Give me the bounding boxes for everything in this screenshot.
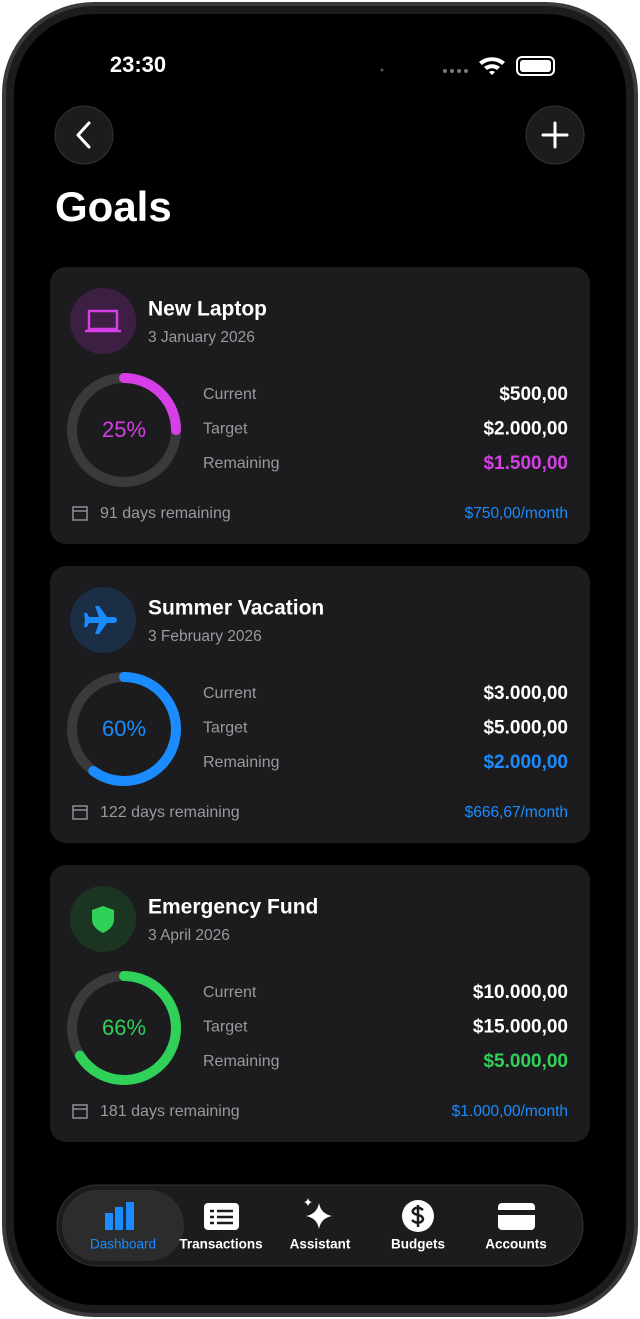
tab-bar — [56, 1184, 584, 1267]
tab-label: Accounts — [485, 1237, 547, 1252]
laptop-icon — [85, 309, 121, 333]
tab-label: Budgets — [391, 1237, 445, 1252]
amount-label: Target — [203, 421, 248, 438]
goal-date: 3 January 2026 — [148, 329, 255, 346]
tab-items: Dashboard Transactions Assistant Budgets Acc… — [62, 1190, 547, 1261]
tab[interactable]: Assistant — [290, 1198, 351, 1252]
chart-icon — [105, 1202, 134, 1230]
amount-label: Target — [203, 1019, 248, 1036]
progress-ring — [67, 971, 181, 1085]
sparkle-icon — [304, 1198, 332, 1229]
card-background — [50, 566, 590, 843]
status-icons — [380, 56, 555, 76]
tab[interactable]: Accounts — [485, 1203, 547, 1252]
amount-value: $5.000,00 — [483, 1051, 568, 1072]
progress-label: 66% — [102, 1015, 146, 1040]
amount-label: Remaining — [203, 754, 279, 771]
goal-card[interactable]: New Laptop 3 January 2026 25% Current $500,0… — [50, 267, 590, 544]
days-remaining: 91 days remaining — [100, 505, 231, 522]
monthly-amount: $666,67/month — [465, 804, 568, 821]
amount-value: $2.000,00 — [483, 419, 568, 440]
dollar-sign — [411, 1205, 425, 1227]
amount-value: $3.000,00 — [483, 683, 568, 704]
progress-label: 60% — [102, 716, 146, 741]
add-icon — [541, 121, 569, 149]
amount-label: Current — [203, 685, 257, 702]
goal-date: 3 February 2026 — [148, 628, 262, 645]
card-icon — [498, 1203, 535, 1230]
page-title: Goals — [55, 183, 172, 230]
amount-label: Current — [203, 386, 257, 403]
list-lines — [210, 1209, 233, 1225]
card-stripe — [498, 1210, 535, 1215]
back-button[interactable] — [54, 105, 114, 165]
status-time: 23:30 — [110, 52, 166, 77]
days-remaining: 181 days remaining — [100, 1103, 240, 1120]
goal-list: New Laptop 3 January 2026 25% Current $500,0… — [50, 267, 590, 1142]
amount-label: Remaining — [203, 1053, 279, 1070]
monthly-amount: $1.000,00/month — [452, 1103, 568, 1120]
tab-label: Dashboard — [90, 1237, 156, 1252]
amount-label: Remaining — [203, 455, 279, 472]
amount-value: $2.000,00 — [483, 752, 568, 773]
amount-label: Current — [203, 984, 257, 1001]
calendar-icon — [72, 1104, 88, 1119]
goal-name: New Laptop — [148, 298, 267, 321]
back-icon — [76, 121, 91, 149]
amount-value: $500,00 — [499, 384, 568, 405]
amount-value: $10.000,00 — [473, 982, 568, 1003]
tab[interactable]: Budgets — [391, 1200, 445, 1252]
monthly-amount: $750,00/month — [465, 505, 568, 522]
calendar-icon — [72, 805, 88, 820]
goal-name: Emergency Fund — [148, 896, 318, 919]
amount-label: Target — [203, 720, 248, 737]
tab[interactable]: Dashboard — [62, 1190, 184, 1261]
progress-ring — [67, 672, 181, 786]
goal-date: 3 April 2026 — [148, 927, 230, 944]
amount-value: $5.000,00 — [483, 718, 568, 739]
calendar-icon — [72, 506, 88, 521]
progress-label: 25% — [102, 417, 146, 442]
goal-name: Summer Vacation — [148, 597, 324, 620]
shield-icon — [92, 906, 114, 933]
tab-label: Assistant — [290, 1237, 351, 1252]
tab[interactable]: Transactions — [179, 1203, 263, 1252]
amount-value: $1.500,00 — [483, 453, 568, 474]
days-remaining: 122 days remaining — [100, 804, 240, 821]
goal-icon-background — [70, 288, 136, 354]
card-background — [50, 865, 590, 1142]
plane-icon — [84, 606, 117, 634]
card-background — [50, 267, 590, 544]
progress-ring — [67, 373, 181, 487]
goal-card[interactable]: Summer Vacation 3 February 2026 60% Current… — [50, 566, 590, 843]
amount-value: $15.000,00 — [473, 1017, 568, 1038]
goal-card[interactable]: Emergency Fund 3 April 2026 66% Current $10.… — [50, 865, 590, 1142]
tab-label: Transactions — [179, 1237, 262, 1252]
